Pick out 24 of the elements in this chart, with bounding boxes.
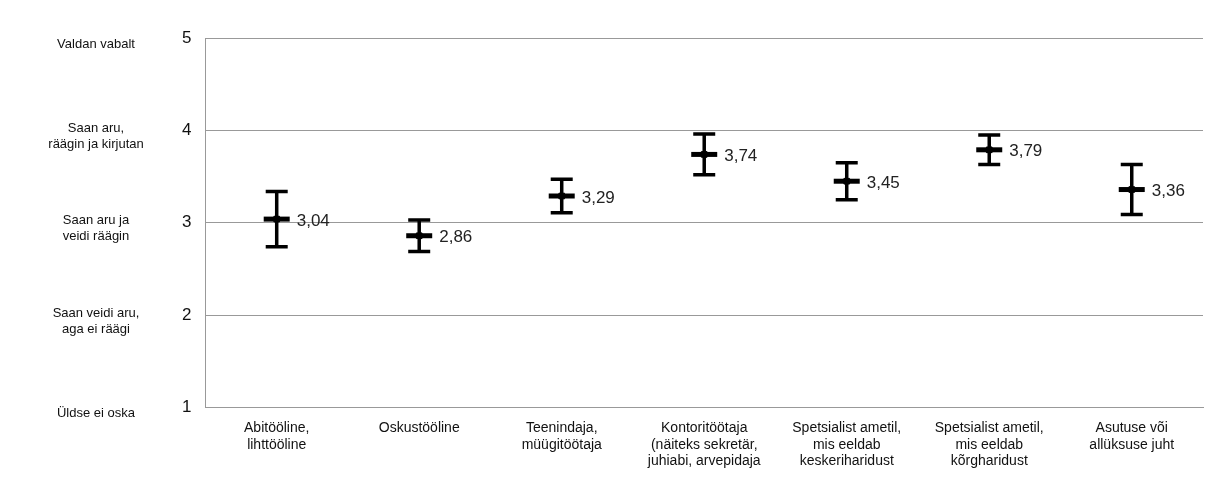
data-label: 3,74 [724, 146, 758, 166]
x-tick-label: Asutuse või allüksuse juht [1089, 418, 1175, 452]
data-label: 2,86 [439, 227, 473, 247]
data-label: 3,29 [581, 187, 615, 207]
x-tick-label: Spetsialist ametil, mis eeldab keskeriharidust [792, 418, 902, 469]
x-tick-label: Kontoritöötaja (näiteks sekretär, juhiabi, arvepidaja [646, 418, 761, 469]
text: Valdan vabalt [57, 35, 136, 51]
x-tick-label: Spetsialist ametil, mis eeldab kõrgharidust [934, 418, 1044, 469]
data-label: 3,04 [296, 210, 330, 230]
text: Üldse ei oska [56, 405, 136, 421]
y-tick-label: 5 [181, 27, 192, 47]
y-tick-label: 1 [181, 397, 192, 417]
data-label: 3,79 [1009, 141, 1043, 161]
text: Saan aru ja veidi räägin [62, 212, 131, 244]
y-tick-label: 2 [181, 304, 192, 324]
x-tick-label: Oskustööline [378, 418, 460, 435]
y-tick-label: 4 [181, 120, 192, 140]
data-label: 3,45 [866, 172, 900, 192]
x-tick-label: Teenindaja, müügitöötaja [521, 418, 603, 452]
x-tick-label: Abitööline, lihttööline [244, 418, 310, 452]
data-label: 3,36 [1151, 181, 1185, 201]
text: Saan veidi aru, aga ei räägi [52, 304, 140, 336]
text: Saan aru, räägin ja kirjutan [48, 119, 144, 151]
y-tick-label: 3 [181, 212, 192, 232]
